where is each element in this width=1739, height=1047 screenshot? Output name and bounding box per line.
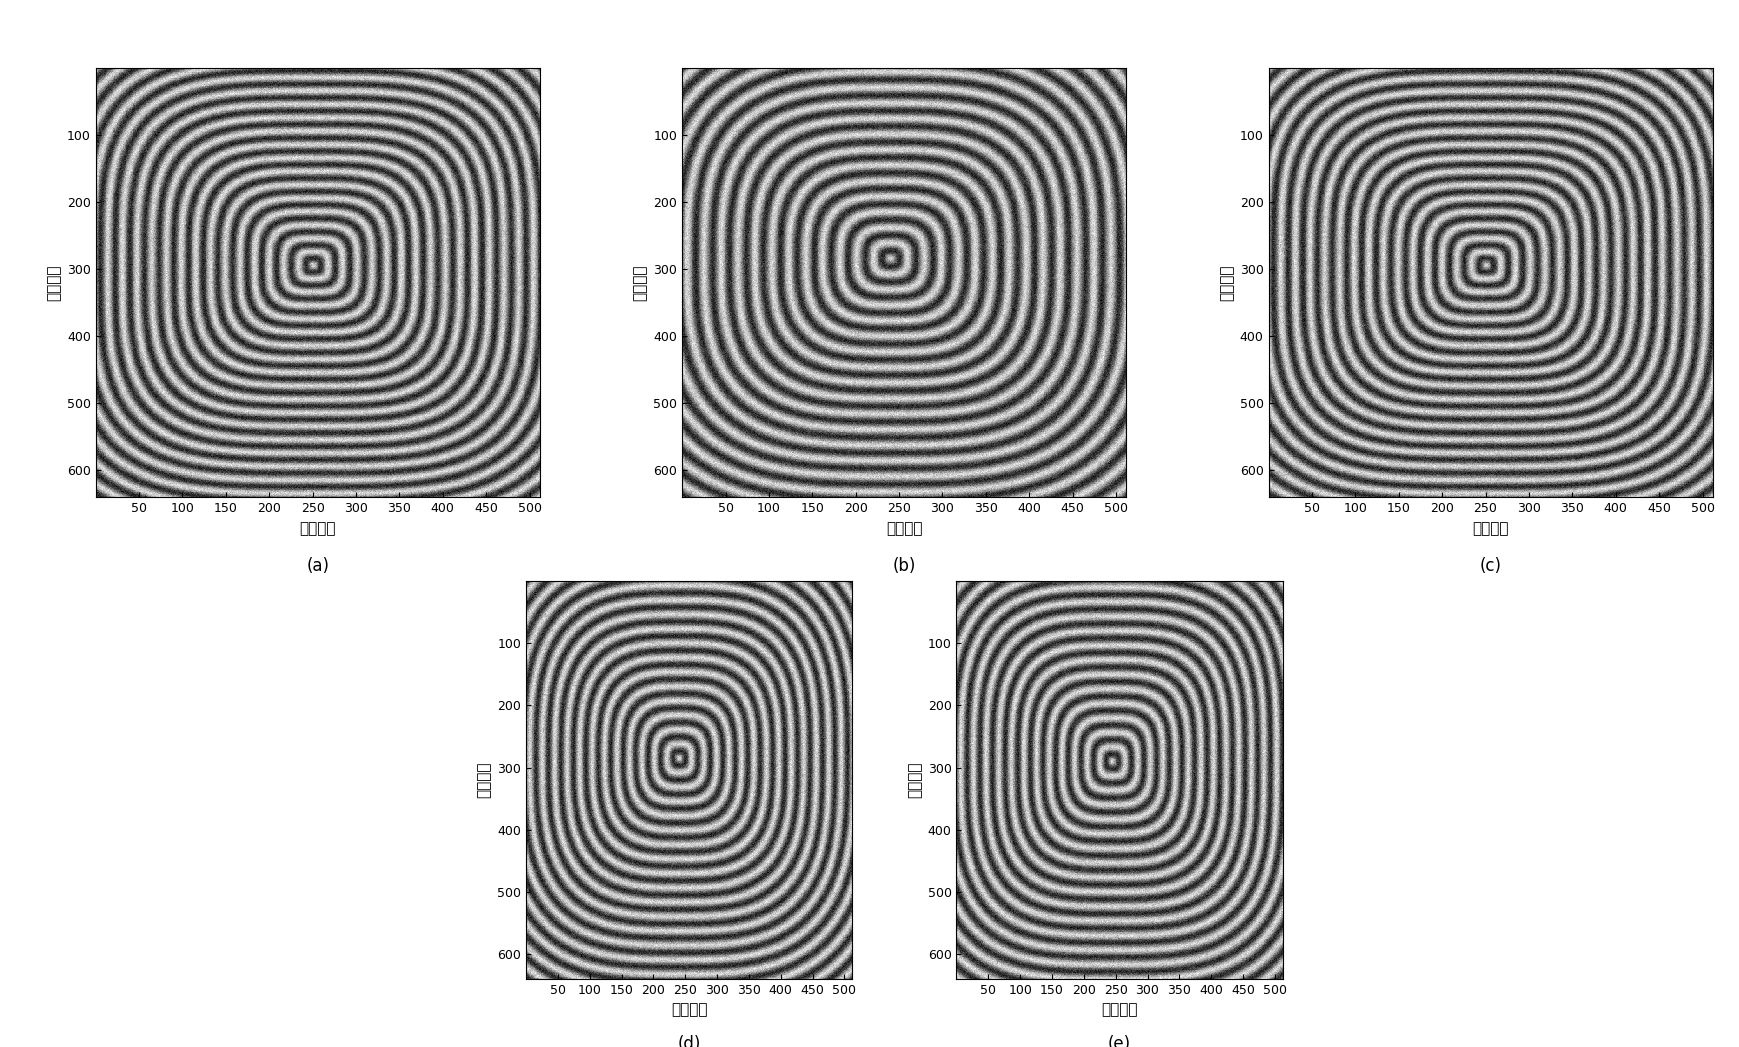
Y-axis label: 距离单元: 距离单元 bbox=[47, 265, 61, 300]
Y-axis label: 距离单元: 距离单元 bbox=[1219, 265, 1235, 300]
X-axis label: 方位单元: 方位单元 bbox=[1101, 1002, 1137, 1018]
Text: (d): (d) bbox=[678, 1034, 701, 1047]
Y-axis label: 距离单元: 距离单元 bbox=[476, 762, 492, 798]
Y-axis label: 距离单元: 距离单元 bbox=[908, 762, 922, 798]
Text: (a): (a) bbox=[306, 557, 329, 576]
Y-axis label: 距离单元: 距离单元 bbox=[633, 265, 647, 300]
X-axis label: 方位单元: 方位单元 bbox=[299, 520, 336, 536]
X-axis label: 方位单元: 方位单元 bbox=[1473, 520, 1509, 536]
X-axis label: 方位单元: 方位单元 bbox=[671, 1002, 708, 1018]
Text: (e): (e) bbox=[1108, 1034, 1130, 1047]
Text: (b): (b) bbox=[892, 557, 916, 576]
Text: (c): (c) bbox=[1480, 557, 1502, 576]
X-axis label: 方位单元: 方位单元 bbox=[887, 520, 922, 536]
